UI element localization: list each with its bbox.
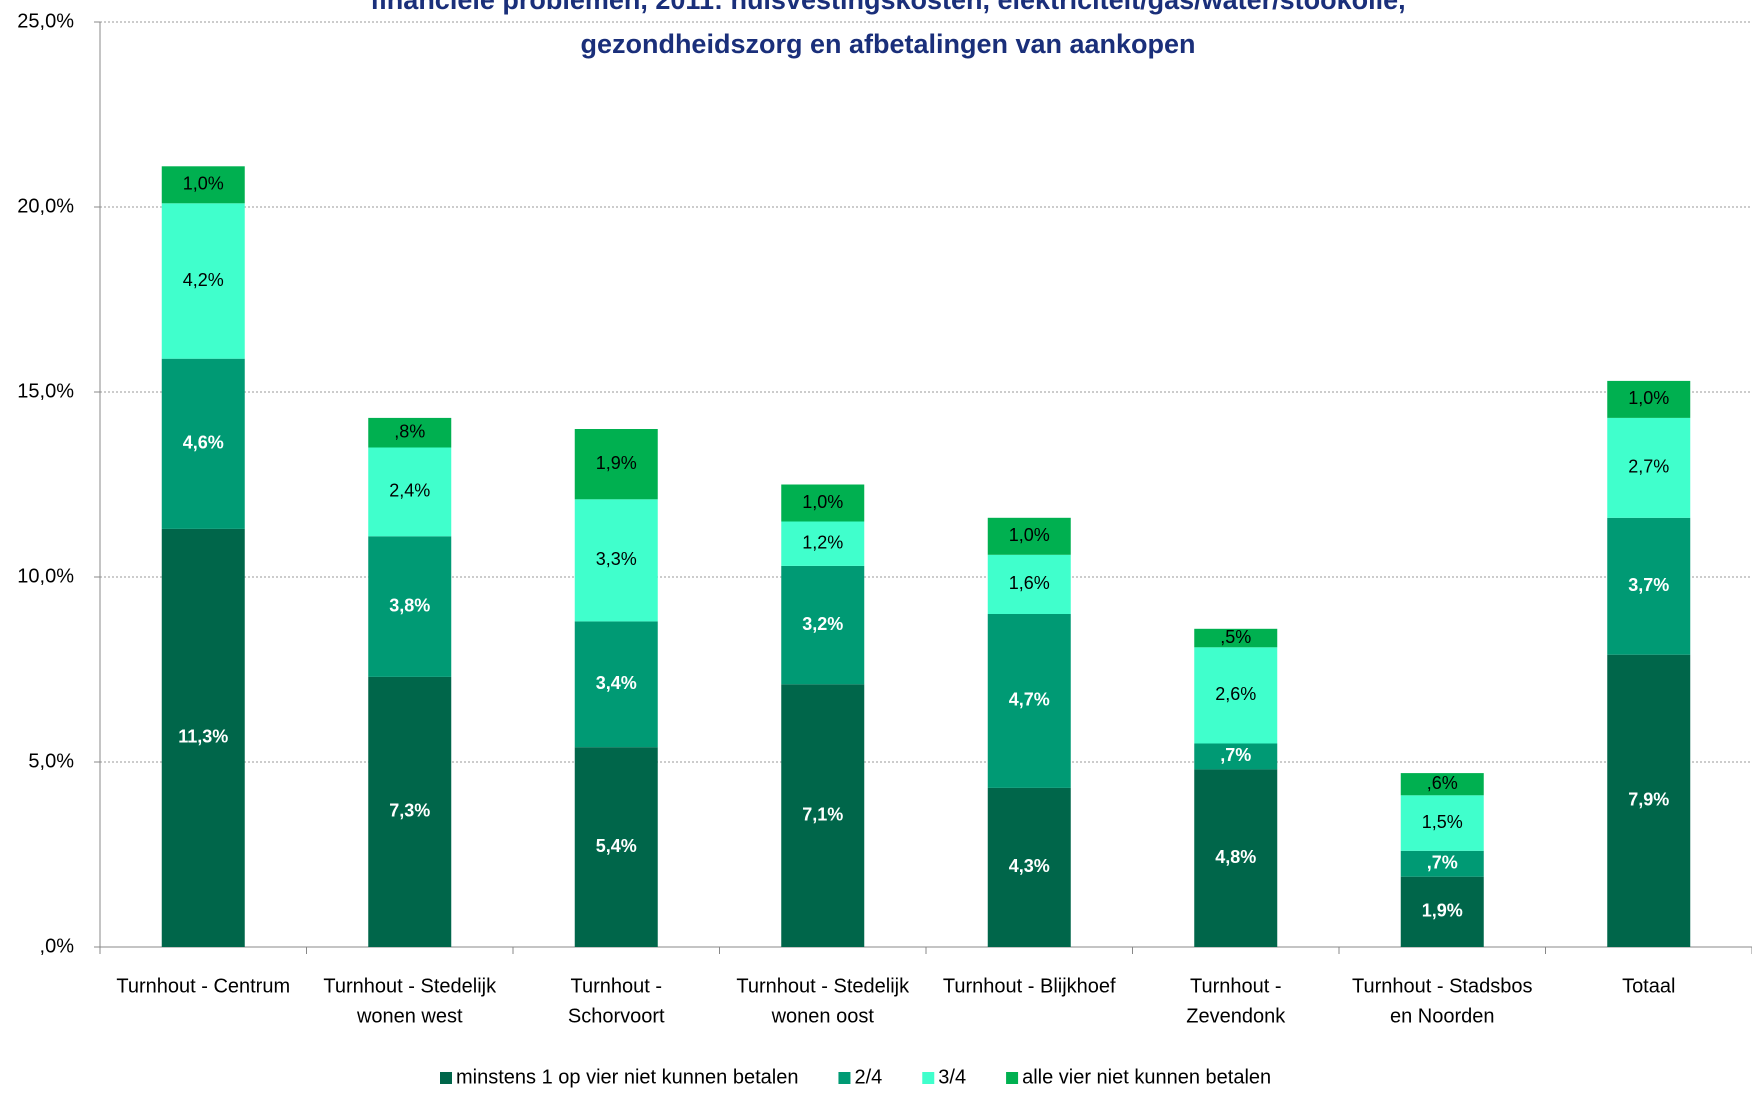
value-label: 7,3% <box>389 801 430 821</box>
bar-segment <box>368 447 452 537</box>
bar-segment <box>161 358 245 529</box>
x-tick-label: wonen oost <box>771 1005 875 1027</box>
value-label: 4,2% <box>183 270 224 290</box>
value-label: ,8% <box>394 421 425 441</box>
value-label: 1,5% <box>1422 812 1463 832</box>
legend-label: 2/4 <box>854 1066 882 1088</box>
bar-segment <box>161 528 245 947</box>
value-label: 1,0% <box>802 492 843 512</box>
legend-swatch <box>440 1072 452 1084</box>
bar-segment <box>1194 769 1278 947</box>
value-label: 3,7% <box>1628 575 1669 595</box>
bar-segment <box>1194 647 1278 744</box>
bar-segment <box>781 684 865 947</box>
value-label: 1,0% <box>183 174 224 194</box>
bar-segment <box>574 499 658 622</box>
y-tick-label: 25,0% <box>17 10 74 32</box>
x-tick-label: Turnhout - Stedelijk <box>323 975 497 997</box>
x-tick-label: Turnhout - Stadsbos <box>1352 975 1532 997</box>
bar-segment <box>781 565 865 685</box>
y-tick-label: 15,0% <box>17 380 74 402</box>
legend-label: alle vier niet kunnen betalen <box>1022 1066 1271 1088</box>
x-tick-label: Turnhout - <box>570 975 662 997</box>
value-label: 2,7% <box>1628 457 1669 477</box>
bar-segment <box>368 417 452 448</box>
value-label: 2,4% <box>389 481 430 501</box>
legend-swatch <box>922 1072 935 1084</box>
bar-segment <box>1194 628 1278 648</box>
bar-segment <box>781 521 865 566</box>
bar-segment <box>161 203 245 359</box>
bar-segment <box>574 621 658 748</box>
bar-segment <box>781 484 865 522</box>
value-label: 4,7% <box>1009 690 1050 710</box>
chart-title: financiële problemen, 2011: huisvestings… <box>370 0 1405 15</box>
x-tick-label: Zevendonk <box>1186 1005 1286 1027</box>
bar-segment <box>1400 773 1484 796</box>
value-label: 3,2% <box>802 614 843 634</box>
x-tick-label: Turnhout - Stedelijk <box>736 975 910 997</box>
bar-segment <box>1607 517 1691 655</box>
x-tick-label: Turnhout - <box>1190 975 1282 997</box>
bar-segment <box>1607 417 1691 518</box>
value-label: 1,0% <box>1628 388 1669 408</box>
value-label: ,7% <box>1427 853 1458 873</box>
bar-segment <box>574 429 658 500</box>
y-tick-label: 20,0% <box>17 195 74 217</box>
value-label: 1,6% <box>1009 573 1050 593</box>
x-tick-label: en Noorden <box>1390 1005 1495 1027</box>
bar-segment <box>161 166 245 204</box>
bar-segment <box>368 676 452 947</box>
legend-label: minstens 1 op vier niet kunnen betalen <box>456 1066 798 1088</box>
bar-segment <box>1400 795 1484 851</box>
value-label: 7,1% <box>802 804 843 824</box>
value-label: 4,8% <box>1215 847 1256 867</box>
value-label: ,6% <box>1427 773 1458 793</box>
value-label: 3,4% <box>596 673 637 693</box>
bar-segment <box>987 517 1071 555</box>
chart-title: gezondheidszorg en afbetalingen van aank… <box>580 29 1195 59</box>
value-label: 4,6% <box>183 433 224 453</box>
bar-segment <box>368 536 452 677</box>
bar-segment <box>987 554 1071 614</box>
x-tick-label: Turnhout - Centrum <box>116 975 290 997</box>
x-tick-label: wonen west <box>356 1005 463 1027</box>
y-tick-label: ,0% <box>40 935 75 957</box>
value-label: 5,4% <box>596 836 637 856</box>
y-tick-label: 10,0% <box>17 565 74 587</box>
bar-segment <box>1194 743 1278 770</box>
value-label: 1,9% <box>596 453 637 473</box>
x-tick-label: Turnhout - Blijkhoef <box>943 975 1116 997</box>
x-tick-label: Schorvoort <box>568 1005 665 1027</box>
value-label: 2,6% <box>1215 684 1256 704</box>
bar-segment <box>574 747 658 947</box>
value-label: 4,3% <box>1009 856 1050 876</box>
value-label: 1,0% <box>1009 525 1050 545</box>
bar-segment <box>1400 876 1484 947</box>
bar-segment <box>987 787 1071 947</box>
value-label: ,5% <box>1220 627 1251 647</box>
value-label: 3,8% <box>389 595 430 615</box>
legend-label: 3/4 <box>938 1066 966 1088</box>
bar-segment <box>1607 654 1691 947</box>
bar-segment <box>987 614 1071 788</box>
bar-segment <box>1607 380 1691 418</box>
bar-segment <box>1400 850 1484 877</box>
value-label: 3,3% <box>596 549 637 569</box>
y-tick-label: 5,0% <box>28 750 74 772</box>
value-label: 1,2% <box>802 532 843 552</box>
value-label: ,7% <box>1220 745 1251 765</box>
x-tick-label: Totaal <box>1622 975 1675 997</box>
legend-swatch <box>838 1072 851 1084</box>
legend-swatch <box>1006 1072 1019 1084</box>
value-label: 1,9% <box>1422 901 1463 921</box>
value-label: 7,9% <box>1628 790 1669 810</box>
value-label: 11,3% <box>178 727 228 747</box>
